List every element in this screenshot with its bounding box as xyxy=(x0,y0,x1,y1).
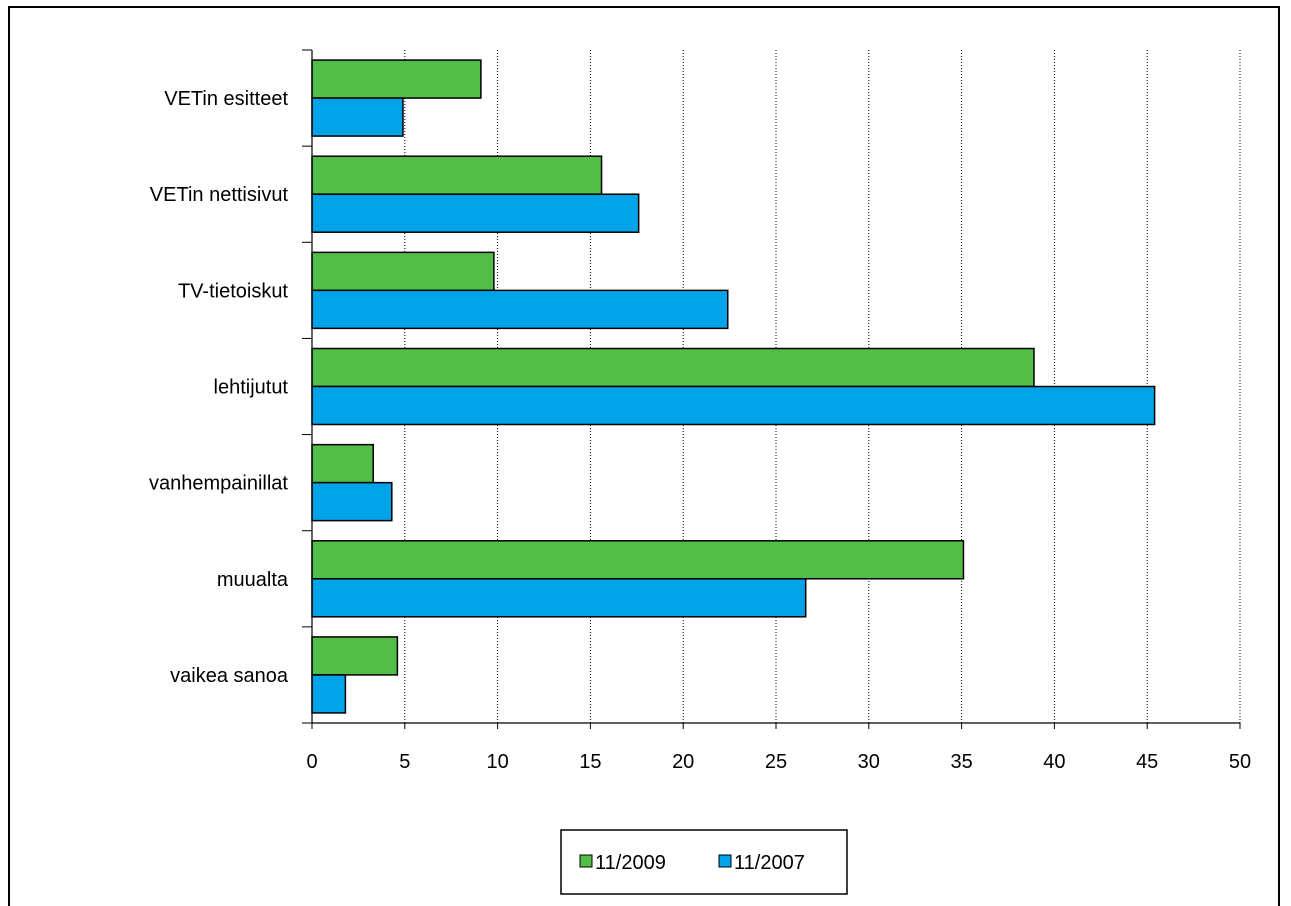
x-tick-label-30: 30 xyxy=(858,751,880,773)
category-label: TV-tietoiskut xyxy=(178,280,288,302)
x-tick-label-50: 50 xyxy=(1229,751,1251,773)
x-tick-label-40: 40 xyxy=(1043,751,1065,773)
bar-11-2007-2 xyxy=(311,289,729,330)
category-label: vaikea sanoa xyxy=(170,665,289,687)
category-label: muualta xyxy=(217,569,289,591)
category-label: VETin esitteet xyxy=(164,88,288,110)
bar-11-2007-1 xyxy=(311,193,640,233)
axes xyxy=(302,49,1241,729)
legend: 11/2009 11/2007 xyxy=(560,829,848,895)
labels: 0 5 10 15 20 25 30 35 40 45 50 VETin esitteet VETin … xyxy=(149,88,1251,773)
x-tick-label-5: 5 xyxy=(399,751,410,773)
bar-11-2009-1 xyxy=(311,155,603,195)
bars xyxy=(311,59,1156,714)
x-tick-label-20: 20 xyxy=(672,751,694,773)
bar-11-2009-2 xyxy=(311,251,495,292)
bar-11-2009-3 xyxy=(311,347,1035,388)
bar-11-2007-3 xyxy=(311,385,1156,426)
x-tick-label-25: 25 xyxy=(765,751,787,773)
bar-11-2007-5 xyxy=(311,578,807,618)
legend-box xyxy=(560,829,848,895)
bar-11-2009-0 xyxy=(311,59,482,99)
x-tick-label-10: 10 xyxy=(486,751,508,773)
x-tick-label-0: 0 xyxy=(306,751,317,773)
chart-frame xyxy=(8,6,1280,906)
bar-11-2007-6 xyxy=(311,674,347,714)
category-label: VETin nettisivut xyxy=(150,184,289,206)
legend-swatch-11-2009 xyxy=(579,854,593,868)
category-label: vanhempainillat xyxy=(149,473,288,495)
category-label: lehtijutut xyxy=(214,377,289,399)
bar-11-2009-5 xyxy=(311,540,965,580)
bar-11-2009-4 xyxy=(311,443,374,484)
x-tick-label-15: 15 xyxy=(579,751,601,773)
x-tick-label-35: 35 xyxy=(950,751,972,773)
bar-11-2009-6 xyxy=(311,636,399,676)
bar-11-2007-0 xyxy=(311,97,404,137)
bar-11-2007-4 xyxy=(311,481,393,522)
legend-label-11-2009: 11/2009 xyxy=(595,852,666,874)
legend-label-11-2007: 11/2007 xyxy=(734,852,805,874)
x-tick-label-45: 45 xyxy=(1136,751,1158,773)
legend-swatch-11-2007 xyxy=(718,854,732,868)
